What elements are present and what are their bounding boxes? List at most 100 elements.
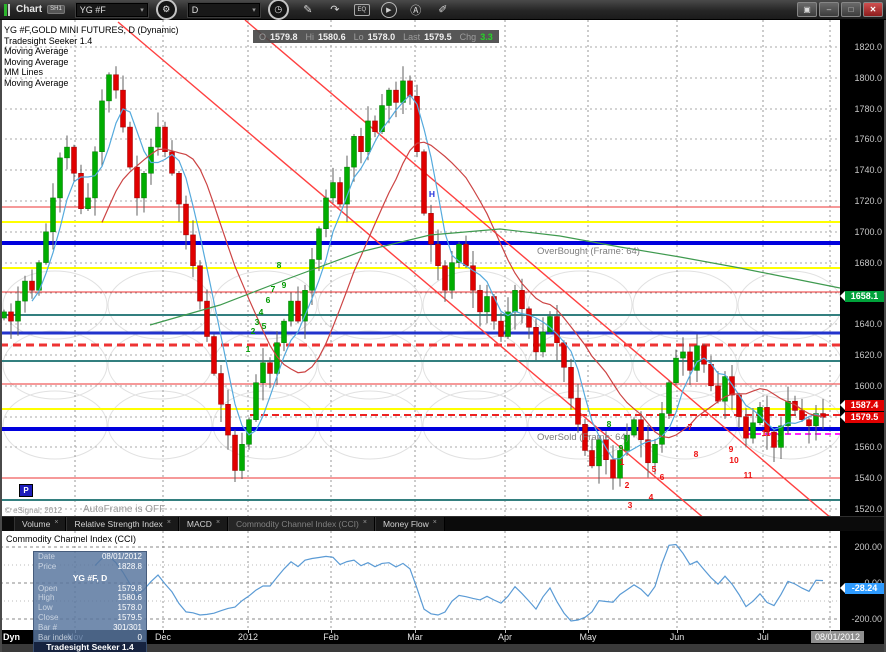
symbol-input[interactable]: YG #F ▾ xyxy=(75,2,148,17)
quote-board-button[interactable]: EQ xyxy=(353,3,370,16)
candle xyxy=(302,290,308,322)
candle xyxy=(729,376,735,396)
legend-line[interactable]: Tradesight Seeker 1.4 xyxy=(4,35,93,46)
candle xyxy=(582,424,588,451)
tooltip-row: Low 1578.0 xyxy=(34,603,146,613)
candle xyxy=(71,146,77,174)
a-circle-icon: Ⓐ xyxy=(410,4,422,17)
price-tick-label: 1560.0 xyxy=(854,442,882,452)
redo-button[interactable]: ↷ xyxy=(327,2,343,18)
time-tick xyxy=(248,630,249,633)
play-icon: ▶ xyxy=(386,6,392,14)
price-tick-label: 1540.0 xyxy=(854,473,882,483)
tab-volume[interactable]: Volume × xyxy=(14,517,67,531)
candle xyxy=(218,373,224,405)
time-tick-label: Jun xyxy=(669,632,685,642)
candle xyxy=(442,265,448,291)
price-tick-label: 1520.0 xyxy=(854,504,882,514)
tab-label: Money Flow xyxy=(382,519,429,529)
price-chart[interactable]: 8 9 7 6 4 3 5 2 1 8 9 1 5 6 2 4 3 7 8 9 10 11 11 3 ↑ H YG #F,GOLD… xyxy=(0,20,840,516)
tooltip-row-value: 1579.8 xyxy=(117,583,142,593)
candle xyxy=(799,410,805,420)
candle xyxy=(239,444,245,471)
close-icon[interactable]: × xyxy=(362,518,367,526)
quote-value: 1578.0 xyxy=(367,31,396,42)
candle xyxy=(407,80,413,97)
candle xyxy=(477,290,483,313)
tab-macd[interactable]: MACD × xyxy=(178,517,229,531)
candle xyxy=(176,173,182,205)
window-right-edge xyxy=(884,20,886,652)
candle xyxy=(743,416,749,439)
time-tick-label: Jul xyxy=(757,632,769,642)
close-icon[interactable]: × xyxy=(215,518,221,526)
restore-button[interactable]: ▣ xyxy=(797,2,817,17)
chevron-down-icon[interactable]: ▾ xyxy=(140,6,144,14)
symbol-settings-button[interactable]: ⚙ xyxy=(155,0,177,20)
legend-line[interactable]: MM Lines xyxy=(4,67,44,77)
candle xyxy=(785,400,791,427)
chart-app-icon xyxy=(4,3,10,16)
candle xyxy=(393,89,399,103)
quote-label: Chg xyxy=(459,31,477,42)
time-template-button[interactable]: ◷ xyxy=(267,0,289,20)
candle xyxy=(211,336,217,374)
tooltip-row: Bar index 0 xyxy=(34,633,146,643)
close-icon[interactable]: × xyxy=(54,518,59,526)
tooltip-row-label: Close xyxy=(38,612,59,622)
interval-input[interactable]: D ▾ xyxy=(187,2,260,17)
candle xyxy=(379,105,385,132)
price-tick-label: 1760.0 xyxy=(854,134,882,144)
close-icon[interactable]: × xyxy=(166,518,171,526)
candle xyxy=(260,362,266,383)
candle xyxy=(449,262,455,291)
chart-number-annotation: 6 xyxy=(660,472,665,482)
candle xyxy=(722,376,728,402)
close-button[interactable]: ✕ xyxy=(863,2,883,17)
legend-line[interactable]: Moving Average xyxy=(4,46,69,56)
chart-number-annotation: 10 xyxy=(729,455,739,465)
minimize-button[interactable]: – xyxy=(819,2,839,17)
candle xyxy=(659,413,665,445)
chart-number-annotation: 2 xyxy=(251,326,256,336)
candle xyxy=(85,197,91,209)
candle xyxy=(666,382,672,414)
candle xyxy=(372,120,378,132)
data-window-tooltip: Date 08/01/2012 Price 1828.8 YG #F, D Open 157… xyxy=(33,551,147,652)
time-tick xyxy=(677,630,678,633)
time-tick xyxy=(588,630,589,633)
chart-number-annotation: 11 xyxy=(744,470,753,480)
time-tick xyxy=(830,630,831,633)
time-tick-label: 2012 xyxy=(237,632,259,642)
tooltip-row-label: Low xyxy=(38,603,53,613)
candle xyxy=(603,439,609,460)
close-icon[interactable]: × xyxy=(432,518,437,526)
price-axis[interactable]: 1820.0 1800.0 1780.0 1760.0 1740.0 1720.0 1700… xyxy=(840,20,886,630)
eraser-button[interactable]: ✐ xyxy=(435,2,451,18)
tab-commodity-channel-index-cci[interactable]: Commodity Channel Index (CCI) × xyxy=(228,517,375,531)
candle xyxy=(554,316,560,343)
quote-label: Hi xyxy=(305,31,315,42)
maximize-button[interactable]: □ xyxy=(841,2,861,17)
ma-long-line xyxy=(149,228,840,326)
copyright-label: © eSignal, 2012 xyxy=(5,506,63,515)
tab-money-flow[interactable]: Money Flow × xyxy=(374,517,445,531)
tab-relative-strength-index[interactable]: Relative Strength Index × xyxy=(66,517,179,531)
chart-number-annotation: 11 xyxy=(762,428,771,438)
play-button[interactable]: ▶ xyxy=(380,1,397,18)
legend-line[interactable]: YG #F,GOLD MINI FUTURES, D (Dynamic) xyxy=(4,25,179,35)
candle xyxy=(113,74,119,91)
price-tick-label: 1740.0 xyxy=(854,165,882,175)
legend-line[interactable]: Moving Average xyxy=(4,77,69,88)
draw-button[interactable]: ✎ xyxy=(300,2,316,18)
chart-number-annotation: 5 xyxy=(652,464,657,474)
chevron-down-icon[interactable]: ▾ xyxy=(252,6,256,14)
tooltip-row-value: 0 xyxy=(137,632,142,642)
candle xyxy=(526,308,532,328)
legend-line[interactable]: Moving Average xyxy=(4,56,69,67)
candle xyxy=(512,290,518,313)
quote-label: O xyxy=(259,31,267,42)
auto-analysis-button[interactable]: Ⓐ xyxy=(408,2,424,18)
chart-number-annotation: 3 xyxy=(255,317,260,327)
